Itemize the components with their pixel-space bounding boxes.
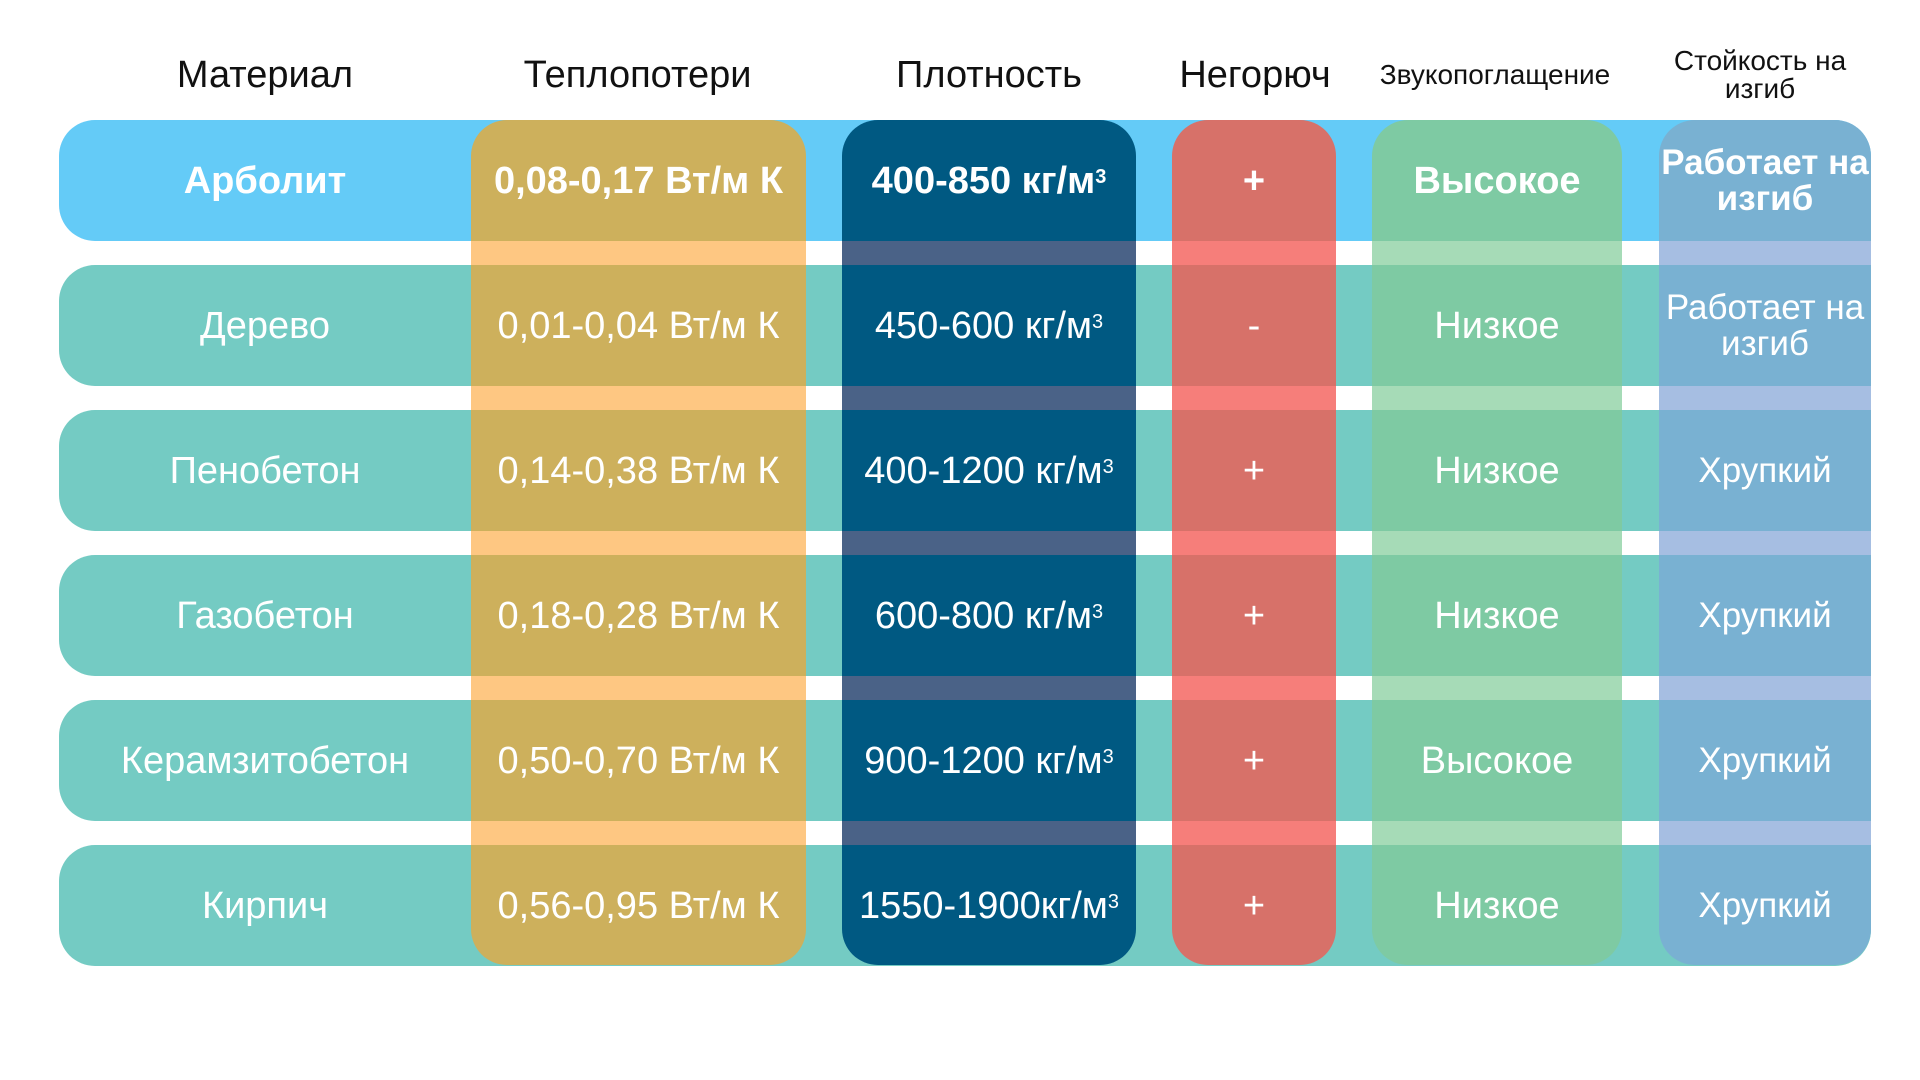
- sound-column-gap-band: [1372, 821, 1622, 845]
- nonflammable-column-gap-band: [1172, 531, 1336, 555]
- nonflammable-cell: +: [1242, 884, 1266, 927]
- heat-loss-column-gap-band: [471, 241, 806, 265]
- header-heat-loss: Теплопотери: [523, 53, 752, 96]
- header-density: Плотность: [896, 53, 1082, 96]
- material-cell: Керамзитобетон: [120, 739, 410, 782]
- nonflammable-column-gap-band: [1172, 241, 1336, 265]
- material-cell: Дерево: [199, 304, 331, 347]
- bending-resistance-cell: Хрупкий: [1698, 885, 1832, 925]
- bending-column-gap-band: [1659, 676, 1871, 700]
- sound-absorption-cell: Высокое: [1420, 739, 1574, 782]
- header-nonflammable: Негорюч: [1179, 53, 1331, 96]
- density-cell: 400-1200 кг/м 3: [842, 410, 1136, 531]
- bending-resistance-cell: Работает на изгиб: [1661, 142, 1869, 218]
- nonflammable-cell: +: [1242, 594, 1266, 637]
- density-value: 900-1200 кг/м: [864, 739, 1103, 782]
- density-value: 1550-1900кг/м: [858, 884, 1108, 927]
- sound-absorption-cell: Низкое: [1434, 449, 1560, 492]
- nonflammable-column-gap-band: [1172, 386, 1336, 410]
- material-cell: Пенобетон: [169, 449, 361, 492]
- header-material: Материал: [176, 53, 354, 96]
- nonflammable-cell: +: [1242, 739, 1266, 782]
- density-cell: 900-1200 кг/м 3: [842, 700, 1136, 821]
- density-value: 600-800 кг/м: [874, 594, 1093, 637]
- header-sound-absorption: Звукопоглащение: [1379, 59, 1611, 90]
- density-cell: 400-850 кг/м 3: [842, 120, 1136, 241]
- heat-loss-column-gap-band: [471, 531, 806, 555]
- nonflammable-cell: +: [1242, 449, 1266, 492]
- material-cell: Кирпич: [201, 884, 329, 927]
- heat-loss-cell: 0,01-0,04 Вт/м К: [497, 304, 780, 347]
- density-column-gap-band: [842, 241, 1136, 265]
- heat-loss-cell: 0,50-0,70 Вт/м К: [497, 739, 780, 782]
- bending-resistance-cell: Хрупкий: [1698, 450, 1832, 490]
- density-cell: 450-600 кг/м 3: [842, 265, 1136, 386]
- bending-column-gap-band: [1659, 531, 1871, 555]
- density-cell: 1550-1900кг/м 3: [842, 845, 1136, 966]
- density-value: 400-1200 кг/м: [864, 449, 1103, 492]
- sound-column-gap-band: [1372, 241, 1622, 265]
- density-unit-exponent: 3: [1107, 890, 1120, 913]
- nonflammable-column-gap-band: [1172, 821, 1336, 845]
- bending-column-gap-band: [1659, 821, 1871, 845]
- density-value: 450-600 кг/м: [874, 304, 1093, 347]
- bending-resistance-cell: Хрупкий: [1698, 740, 1832, 780]
- density-unit-exponent: 3: [1102, 745, 1114, 768]
- sound-absorption-cell: Высокое: [1413, 159, 1581, 202]
- sound-absorption-cell: Низкое: [1434, 884, 1560, 927]
- sound-column-gap-band: [1372, 676, 1622, 700]
- material-cell: Газобетон: [176, 594, 354, 637]
- density-column-gap-band: [842, 676, 1136, 700]
- sound-absorption-cell: Низкое: [1434, 304, 1560, 347]
- bending-resistance-cell: Работает на изгиб: [1665, 287, 1865, 363]
- bending-column-gap-band: [1659, 386, 1871, 410]
- sound-column-gap-band: [1372, 531, 1622, 555]
- bending-column-gap-band: [1659, 241, 1871, 265]
- heat-loss-column-gap-band: [471, 821, 806, 845]
- density-unit-exponent: 3: [1102, 455, 1114, 478]
- density-column-gap-band: [842, 531, 1136, 555]
- nonflammable-cell: -: [1247, 304, 1261, 347]
- nonflammable-cell: +: [1242, 159, 1266, 202]
- density-unit-exponent: 3: [1092, 600, 1104, 623]
- density-column-gap-band: [842, 386, 1136, 410]
- density-value: 400-850 кг/м: [871, 159, 1096, 202]
- density-column-gap-band: [842, 821, 1136, 845]
- bending-resistance-cell: Хрупкий: [1698, 595, 1832, 635]
- density-unit-exponent: 3: [1092, 310, 1104, 333]
- sound-column-gap-band: [1372, 386, 1622, 410]
- material-cell: Арболит: [183, 159, 347, 202]
- heat-loss-cell: 0,18-0,28 Вт/м К: [497, 594, 780, 637]
- heat-loss-cell: 0,08-0,17 Вт/м К: [493, 159, 784, 202]
- density-cell: 600-800 кг/м 3: [842, 555, 1136, 676]
- heat-loss-cell: 0,56-0,95 Вт/м К: [497, 884, 780, 927]
- nonflammable-column-gap-band: [1172, 676, 1336, 700]
- header-bending-resistance: Стойкость на изгиб: [1673, 45, 1847, 104]
- density-unit-exponent: 3: [1095, 165, 1107, 188]
- heat-loss-cell: 0,14-0,38 Вт/м К: [497, 449, 780, 492]
- heat-loss-column-gap-band: [471, 386, 806, 410]
- heat-loss-column-gap-band: [471, 676, 806, 700]
- sound-absorption-cell: Низкое: [1434, 594, 1560, 637]
